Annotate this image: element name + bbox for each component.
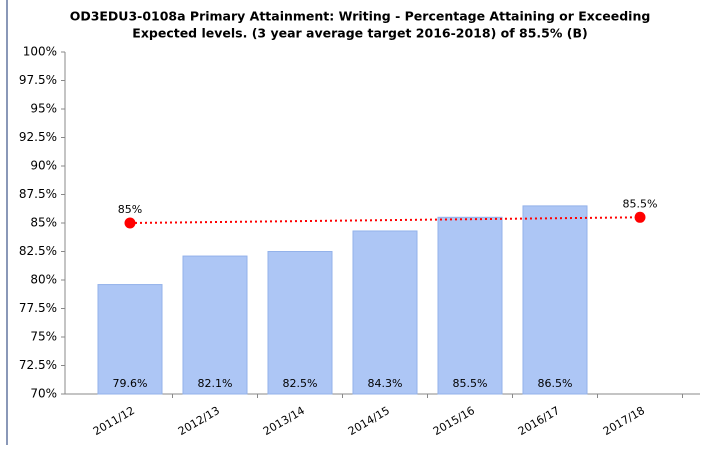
y-tick-label: 85% xyxy=(30,216,57,230)
target-point xyxy=(124,217,136,229)
chart-title: Expected levels. (3 year average target … xyxy=(132,26,587,41)
bar xyxy=(267,251,333,395)
value-label: 82.5% xyxy=(283,377,318,390)
bar xyxy=(97,284,163,395)
y-tick-label: 82.5% xyxy=(19,244,57,258)
target-label: 85.5% xyxy=(623,197,658,210)
y-tick-label: 72.5% xyxy=(19,358,57,372)
bar xyxy=(182,255,248,395)
y-tick-label: 75% xyxy=(30,330,57,344)
target-point xyxy=(634,211,646,223)
y-tick-label: 90% xyxy=(30,159,57,173)
value-label: 84.3% xyxy=(368,377,403,390)
y-tick-label: 100% xyxy=(23,45,57,59)
y-tick-label: 95% xyxy=(30,102,57,116)
y-tick-label: 92.5% xyxy=(19,130,57,144)
y-tick-label: 80% xyxy=(30,273,57,287)
bar xyxy=(522,205,588,395)
value-label: 82.1% xyxy=(198,377,233,390)
y-tick-label: 97.5% xyxy=(19,73,57,87)
bar xyxy=(437,216,503,395)
bar xyxy=(352,230,418,395)
value-label: 86.5% xyxy=(538,377,573,390)
value-label: 85.5% xyxy=(453,377,488,390)
y-tick-label: 87.5% xyxy=(19,187,57,201)
chart-title: OD3EDU3-0108a Primary Attainment: Writin… xyxy=(70,9,651,24)
y-tick-label: 77.5% xyxy=(19,301,57,315)
target-label: 85% xyxy=(118,203,142,216)
y-tick-label: 70% xyxy=(30,387,57,401)
value-label: 79.6% xyxy=(113,377,148,390)
target-line xyxy=(129,216,641,224)
